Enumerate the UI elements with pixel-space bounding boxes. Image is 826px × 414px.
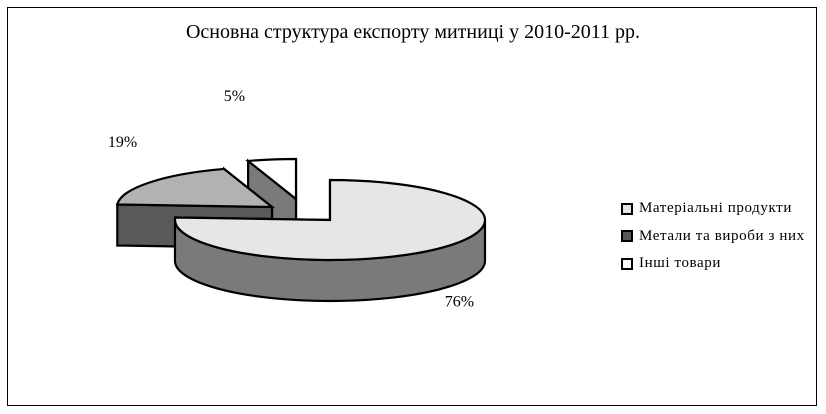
legend-swatch-other — [621, 257, 633, 270]
legend-swatch-metals — [621, 230, 633, 243]
data-label: 5% — [224, 88, 245, 105]
chart-title: Основна структура експорту митниці у 201… — [185, 21, 641, 43]
pie-slice — [173, 178, 487, 262]
legend-swatch-materials — [621, 202, 633, 215]
chart-legend: Матеріальні продукти Метали та вироби з … — [621, 195, 805, 278]
legend-item: Інші товари — [621, 250, 805, 278]
data-label: 19% — [108, 134, 137, 151]
legend-item: Метали та вироби з них — [621, 223, 805, 251]
legend-label: Матеріальні продукти — [639, 200, 792, 217]
data-label: 76% — [445, 294, 474, 311]
pie-slice — [245, 157, 298, 202]
legend-label: Метали та вироби з них — [639, 227, 805, 244]
legend-item: Матеріальні продукти — [621, 195, 805, 223]
pie-slice — [115, 167, 276, 209]
legend-label: Інші товари — [639, 255, 722, 272]
